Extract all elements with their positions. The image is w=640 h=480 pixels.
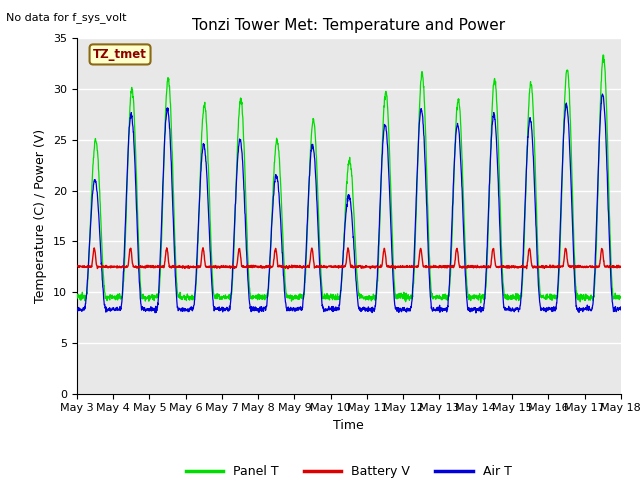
X-axis label: Time: Time [333, 419, 364, 432]
Text: TZ_tmet: TZ_tmet [93, 48, 147, 61]
Text: No data for f_sys_volt: No data for f_sys_volt [6, 12, 127, 23]
Title: Tonzi Tower Met: Temperature and Power: Tonzi Tower Met: Temperature and Power [192, 18, 506, 33]
Y-axis label: Temperature (C) / Power (V): Temperature (C) / Power (V) [35, 129, 47, 303]
Legend: Panel T, Battery V, Air T: Panel T, Battery V, Air T [181, 460, 516, 480]
